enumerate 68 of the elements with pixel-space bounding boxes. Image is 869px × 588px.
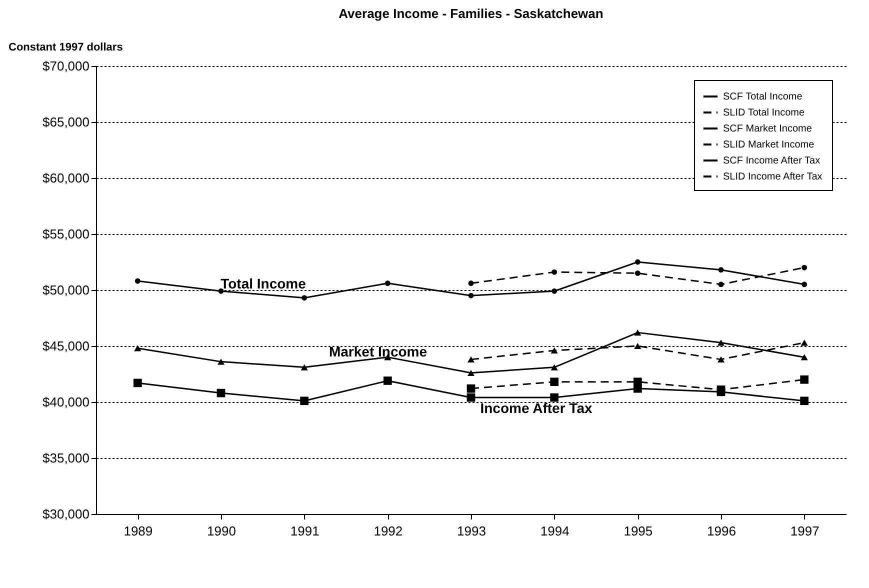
legend-label: SCF Total Income: [723, 92, 803, 102]
point: [550, 393, 559, 402]
x-tick-label: 1989: [124, 524, 153, 538]
y-tick-label: $60,000: [42, 170, 90, 186]
x-tick-label: 1992: [374, 524, 403, 538]
point: [634, 330, 642, 336]
y-tick-label: $45,000: [42, 338, 90, 354]
point: [550, 378, 559, 386]
legend-label: SLID Total Income: [723, 108, 805, 118]
point: [300, 396, 309, 406]
point: [133, 378, 142, 388]
y-tick-label: $35,000: [42, 450, 90, 466]
legend-label: SLID Market Income: [723, 140, 815, 150]
x-tick-label: 1994: [540, 524, 570, 538]
point: [718, 267, 724, 273]
point: [468, 292, 474, 298]
point: [552, 288, 558, 294]
point: [634, 259, 640, 265]
y-axis-title: Constant 1997 dollars: [8, 42, 123, 54]
x-tick-label: 1996: [707, 524, 736, 538]
point: [134, 278, 140, 284]
x-tick-label: 1997: [790, 524, 820, 538]
point: [802, 282, 808, 288]
point: [800, 354, 808, 360]
point: [550, 347, 558, 354]
point: [216, 388, 226, 398]
point: [718, 282, 724, 288]
point: [552, 269, 558, 275]
annotation: Income After Tax: [480, 400, 592, 416]
x-tick-label: 1995: [624, 524, 653, 538]
point: [466, 384, 476, 393]
point: [134, 345, 142, 352]
point: [384, 280, 390, 286]
point: [468, 280, 474, 286]
point: [383, 376, 392, 385]
point: [717, 356, 725, 362]
y-tick-label: $55,000: [42, 226, 90, 242]
point: [467, 356, 475, 362]
legend-label: SCF Market Income: [723, 124, 812, 134]
y-tick-label: $70,000: [42, 58, 90, 74]
point: [800, 375, 809, 384]
point: [218, 288, 224, 294]
point: [300, 364, 308, 370]
legend-label: SCF Income After Tax: [723, 156, 820, 166]
y-tick-label: $30,000: [42, 506, 90, 522]
chart-title: Average Income - Families - Saskatchewan: [338, 6, 604, 21]
point: [633, 378, 642, 386]
point: [800, 396, 809, 406]
point: [802, 264, 808, 270]
point: [467, 370, 475, 376]
legend-label: SLID Income After Tax: [723, 172, 822, 182]
point: [716, 385, 726, 394]
point: [717, 340, 725, 346]
point: [634, 342, 642, 350]
point: [800, 340, 808, 346]
x-tick-label: 1991: [290, 524, 320, 538]
point: [634, 270, 640, 276]
x-tick-label: 1990: [207, 524, 236, 538]
point: [550, 364, 558, 370]
y-tick-label: $65,000: [42, 114, 90, 130]
y-tick-label: $40,000: [42, 394, 90, 410]
y-tick-label: $50,000: [42, 282, 90, 298]
point: [466, 393, 476, 402]
point: [302, 295, 308, 301]
point: [217, 358, 225, 365]
x-tick-label: 1993: [457, 524, 486, 538]
annotation: Market Income: [328, 344, 428, 360]
annotation: Total Income: [220, 276, 306, 292]
